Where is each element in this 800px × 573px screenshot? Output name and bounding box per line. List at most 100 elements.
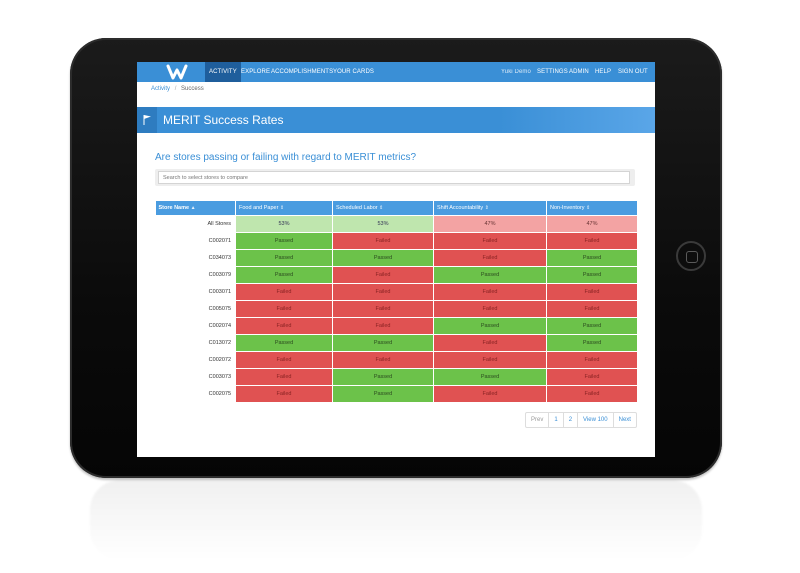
- status-cell: Failed: [546, 300, 638, 318]
- pagination-page-1[interactable]: 1: [549, 413, 564, 427]
- nav-accomplishments[interactable]: ACCOMPLISHMENTS: [271, 69, 334, 75]
- sort-icon: ⇕: [379, 205, 384, 211]
- status-cell: Failed: [433, 249, 547, 267]
- status-cell: Passed: [546, 266, 638, 284]
- pagination: Prev 1 2 View 100 Next: [525, 412, 637, 428]
- table-row: C002075 Failed Passed Failed Failed: [155, 385, 638, 403]
- status-cell: Failed: [235, 385, 333, 403]
- status-cell: Passed: [546, 317, 638, 335]
- th-non-inventory[interactable]: Non-Inventory ⇕: [546, 201, 638, 216]
- sort-icon: ⇕: [586, 205, 591, 211]
- store-name-cell[interactable]: C002074: [155, 317, 236, 335]
- status-cell: Failed: [546, 283, 638, 301]
- store-name-cell[interactable]: C034073: [155, 249, 236, 267]
- banner-icon-box: [137, 107, 157, 133]
- sort-icon: ▲: [190, 205, 196, 211]
- table-row: C034073 Passed Passed Failed Passed: [155, 249, 638, 267]
- breadcrumb-current: Success: [181, 86, 204, 92]
- status-cell: Failed: [235, 300, 333, 318]
- status-cell: Failed: [433, 334, 547, 352]
- table-row: C002071 Passed Failed Failed Failed: [155, 232, 638, 250]
- status-cell: Failed: [332, 300, 434, 318]
- status-cell: Passed: [332, 385, 434, 403]
- status-cell: Passed: [332, 249, 434, 267]
- summary-row: All Stores 53% 53% 47% 47%: [155, 215, 638, 233]
- table-row: C005075 Failed Failed Failed Failed: [155, 300, 638, 318]
- summary-cell: 47%: [433, 215, 547, 233]
- store-name-cell[interactable]: C002072: [155, 351, 236, 369]
- question-heading: Are stores passing or failing with regar…: [155, 152, 417, 163]
- store-name-cell[interactable]: C003071: [155, 283, 236, 301]
- summary-cell: 47%: [546, 215, 638, 233]
- flag-icon: [143, 115, 151, 125]
- page-title: MERIT Success Rates: [163, 113, 284, 127]
- status-cell: Failed: [433, 283, 547, 301]
- nav-admin[interactable]: ADMIN: [569, 69, 589, 75]
- th-shift-accountability[interactable]: Shift Accountability ⇕: [433, 201, 547, 216]
- summary-cell: 53%: [332, 215, 434, 233]
- table-row: C003073 Failed Passed Passed Failed: [155, 368, 638, 386]
- table-row: C002072 Failed Failed Failed Failed: [155, 351, 638, 369]
- pagination-prev[interactable]: Prev: [526, 413, 550, 427]
- nav-explore[interactable]: EXPLORE: [241, 69, 271, 75]
- status-cell: Failed: [235, 317, 333, 335]
- status-cell: Failed: [332, 317, 434, 335]
- breadcrumb-activity[interactable]: Activity: [151, 86, 171, 92]
- status-cell: Failed: [332, 266, 434, 284]
- status-cell: Failed: [235, 368, 333, 386]
- store-name-cell[interactable]: C002075: [155, 385, 236, 403]
- pagination-next[interactable]: Next: [618, 417, 631, 423]
- nav-sign-out[interactable]: SIGN OUT: [618, 69, 648, 75]
- status-cell: Failed: [332, 283, 434, 301]
- nav-user[interactable]: Yuki Demo: [501, 69, 531, 75]
- pagination-view-100[interactable]: View 100: [578, 413, 614, 427]
- status-cell: Failed: [433, 385, 547, 403]
- status-cell: Passed: [332, 334, 434, 352]
- nav-help[interactable]: HELP: [595, 69, 612, 75]
- table-row: C003071 Failed Failed Failed Failed: [155, 283, 638, 301]
- th-scheduled-labor[interactable]: Scheduled Labor ⇕: [332, 201, 434, 216]
- sort-icon: ⇕: [484, 205, 489, 211]
- breadcrumb-separator: /: [174, 86, 177, 92]
- status-cell: Passed: [235, 232, 333, 250]
- status-cell: Failed: [546, 351, 638, 369]
- nav-settings[interactable]: SETTINGS: [537, 69, 568, 75]
- table-row: C013072 Passed Passed Failed Passed: [155, 334, 638, 352]
- table-header-row: Store Name ▲ Food and Paper ⇕ Scheduled …: [155, 201, 638, 216]
- th-store-name[interactable]: Store Name ▲: [155, 201, 236, 216]
- store-search-input[interactable]: [158, 171, 630, 184]
- status-cell: Failed: [332, 351, 434, 369]
- status-cell: Passed: [546, 249, 638, 267]
- store-name-cell[interactable]: C003073: [155, 368, 236, 386]
- merit-table: Store Name ▲ Food and Paper ⇕ Scheduled …: [155, 201, 638, 403]
- store-name-cell[interactable]: C005075: [155, 300, 236, 318]
- status-cell: Passed: [235, 334, 333, 352]
- status-cell: Failed: [332, 232, 434, 250]
- th-food-and-paper[interactable]: Food and Paper ⇕: [235, 201, 333, 216]
- status-cell: Failed: [546, 368, 638, 386]
- status-cell: Failed: [235, 351, 333, 369]
- status-cell: Passed: [433, 368, 547, 386]
- status-cell: Passed: [546, 334, 638, 352]
- nav-your-cards[interactable]: YOUR CARDS: [333, 69, 375, 75]
- status-cell: Passed: [235, 249, 333, 267]
- status-cell: Failed: [433, 300, 547, 318]
- table-row: C003079 Passed Failed Passed Passed: [155, 266, 638, 284]
- w-logo[interactable]: [165, 64, 195, 80]
- store-name-cell[interactable]: C002071: [155, 232, 236, 250]
- store-name-cell[interactable]: C003079: [155, 266, 236, 284]
- status-cell: Passed: [235, 266, 333, 284]
- status-cell: Failed: [546, 385, 638, 403]
- status-cell: Passed: [433, 317, 547, 335]
- table-row: C002074 Failed Failed Passed Passed: [155, 317, 638, 335]
- tablet-home-button: [676, 241, 706, 271]
- pagination-page-2[interactable]: 2: [564, 413, 579, 427]
- tablet-reflection: [90, 480, 702, 560]
- app-screen: ACTIVITY EXPLORE ACCOMPLISHMENTS YOUR CA…: [137, 62, 655, 457]
- nav-activity[interactable]: ACTIVITY: [205, 62, 241, 82]
- store-name-cell[interactable]: C013072: [155, 334, 236, 352]
- summary-store: All Stores: [155, 215, 236, 233]
- status-cell: Passed: [332, 368, 434, 386]
- breadcrumb: Activity / Success: [151, 86, 204, 92]
- search-bar: [155, 169, 635, 186]
